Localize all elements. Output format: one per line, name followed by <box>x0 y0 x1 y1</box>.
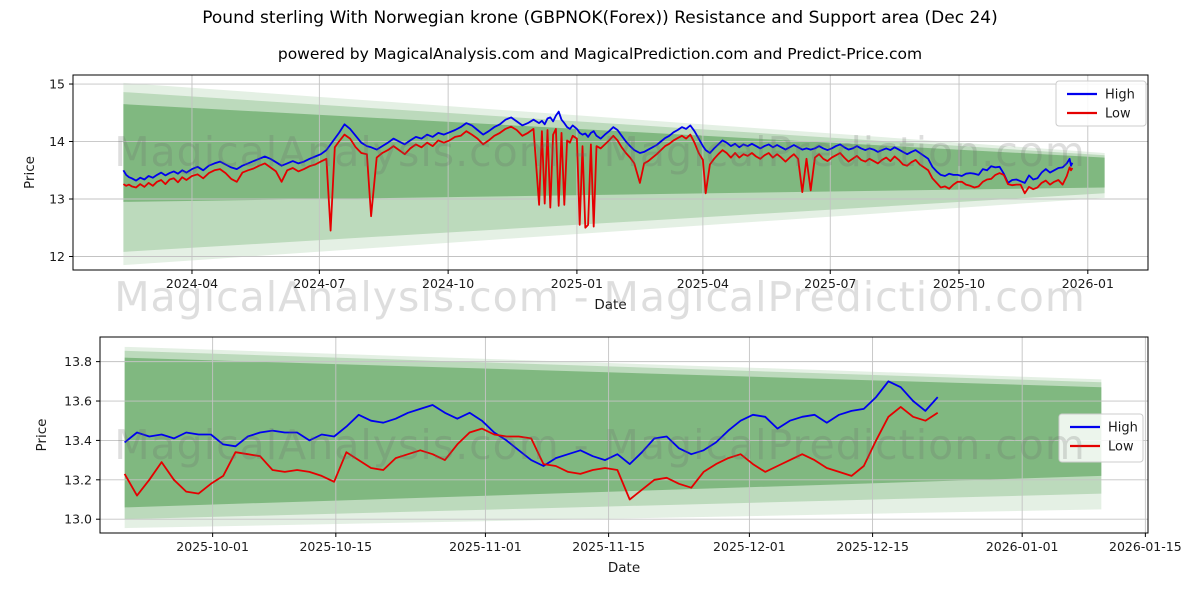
x-tick-label: 2026-01 <box>1062 276 1114 291</box>
x-tick-label: 2025-12-01 <box>713 539 786 554</box>
high-line <box>124 380 939 467</box>
support-resistance-band <box>124 357 1102 508</box>
figure-title: Pound sterling With Norwegian krone (GBP… <box>202 8 998 28</box>
y-axis-label: Price <box>22 156 38 189</box>
plot-border <box>72 74 1149 271</box>
y-tick-label: 15 <box>49 77 65 92</box>
y-axis-label: Price <box>34 419 50 452</box>
y-tick-label: 13.2 <box>64 472 92 487</box>
legend: High Low <box>1055 80 1147 127</box>
x-tick-label: 2024-04 <box>166 276 218 291</box>
x-tick-label: 2025-01 <box>551 276 603 291</box>
legend: High Low <box>1058 413 1144 463</box>
x-axis-label: Date <box>594 297 626 313</box>
x-tick-label: 2025-11-01 <box>449 539 522 554</box>
legend-box <box>1055 80 1147 127</box>
y-tick-label: 13.6 <box>64 394 92 409</box>
x-tick-label: 2025-12-15 <box>836 539 909 554</box>
x-tick-label: 2024-10 <box>422 276 474 291</box>
support-resistance-band <box>124 350 1102 520</box>
x-axis-label: Date <box>608 560 640 576</box>
legend-low-label: Low <box>1105 107 1131 122</box>
bottom-chart: 2025-10-01 2025-10-15 2025-11-01 2025-11-15… <box>34 336 1182 576</box>
x-tick-label: 2025-10 <box>933 276 985 291</box>
x-tick-label: 2025-11-15 <box>572 539 645 554</box>
low-line <box>123 405 939 501</box>
y-tick-label: 13.8 <box>64 354 92 369</box>
legend-low-label: Low <box>1108 440 1134 455</box>
x-tick-label: 2025-10-01 <box>176 539 249 554</box>
support-resistance-band <box>123 92 1105 252</box>
x-tick-label: 2026-01-01 <box>986 539 1059 554</box>
legend-high-label: High <box>1105 88 1135 103</box>
figure-subtitle: powered by MagicalAnalysis.com and Magic… <box>277 45 923 63</box>
top-chart: 2024-04 2024-07 2024-10 2025-01 2025-04 2025-… <box>22 74 1149 313</box>
y-tick-label: 13.0 <box>64 512 92 527</box>
y-tick-label: 14 <box>49 134 65 149</box>
plot-border <box>99 336 1149 534</box>
support-resistance-band <box>124 346 1102 529</box>
x-tick-label: 2024-07 <box>293 276 345 291</box>
high-line <box>122 110 1074 184</box>
y-tick-label: 12 <box>49 249 65 264</box>
x-tick-label: 2026-01-15 <box>1109 539 1182 554</box>
x-tick-label: 2025-04 <box>677 276 729 291</box>
legend-high-label: High <box>1108 421 1138 436</box>
y-tick-label: 13.4 <box>64 433 92 448</box>
low-line <box>122 125 1074 232</box>
support-resistance-band <box>123 82 1105 266</box>
x-tick-label: 2025-07 <box>804 276 856 291</box>
x-tick-label: 2025-10-15 <box>299 539 372 554</box>
y-tick-label: 13 <box>49 192 65 207</box>
